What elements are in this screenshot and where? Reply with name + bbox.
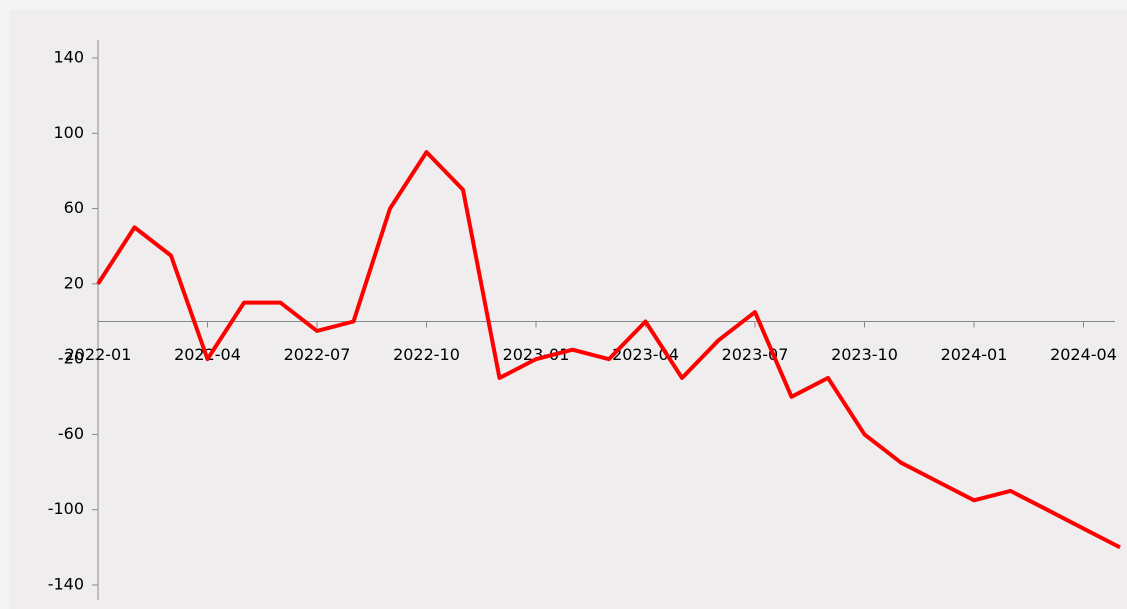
data-line <box>96 150 1121 550</box>
x-tick-label: 2023-07 <box>722 345 789 364</box>
plot-background <box>10 10 1127 609</box>
x-tick-label: 2022-07 <box>284 345 351 364</box>
y-tick-label: 60 <box>64 198 84 217</box>
y-tick-label: 100 <box>53 123 84 142</box>
y-tick-label: -140 <box>48 575 84 594</box>
y-tick-label: -100 <box>48 499 84 518</box>
x-tick-label: 2022-10 <box>393 345 460 364</box>
x-tick-label: 2022-01 <box>65 345 132 364</box>
y-tick-label: -20 <box>58 349 84 368</box>
y-tick-label: 140 <box>53 48 84 67</box>
y-tick-label: -60 <box>58 424 84 443</box>
y-tick-label: 20 <box>64 273 84 292</box>
x-tick-label: 2023-01 <box>503 345 570 364</box>
x-tick-label: 2024-04 <box>1050 345 1117 364</box>
x-tick-label: 2023-10 <box>831 345 898 364</box>
x-tick-label: 2024-01 <box>941 345 1008 364</box>
